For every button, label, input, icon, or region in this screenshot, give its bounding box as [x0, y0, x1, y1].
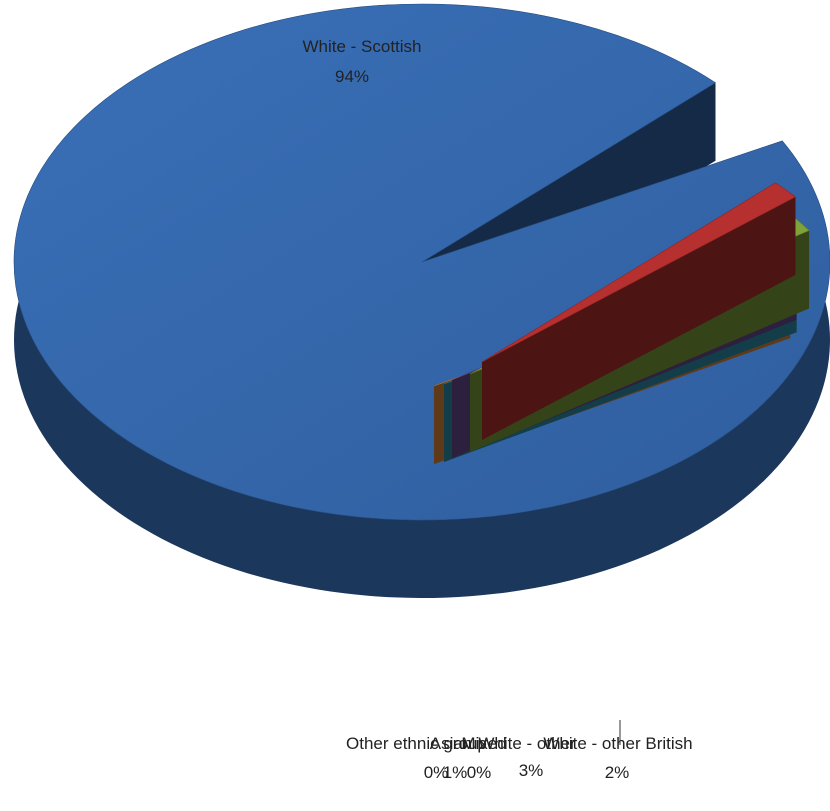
label-percent-other-ethnic-group: 0% — [424, 763, 449, 782]
label-name-asian: Asian — [430, 734, 473, 753]
label-name-other-ethnic-group: Other ethnic group — [346, 734, 487, 753]
label-name-white-other-british: White - other British — [543, 734, 692, 753]
label-name-mixed: Mixed — [461, 734, 506, 753]
label-percent-white-scottish: 94% — [335, 67, 369, 86]
label-percent-mixed: 0% — [467, 763, 492, 782]
slice-top-white-other-british — [481, 182, 797, 363]
label-percent-white-other: 3% — [519, 761, 544, 780]
slice-cut-end-white-other-british — [482, 196, 796, 440]
label-percent-asian: 1% — [443, 763, 468, 782]
slice-white-other-british — [481, 182, 797, 440]
label-percent-white-other-british: 2% — [605, 763, 630, 782]
label-name-white-other: White - other — [478, 734, 576, 753]
label-name-white-scottish: White - Scottish — [302, 37, 421, 56]
